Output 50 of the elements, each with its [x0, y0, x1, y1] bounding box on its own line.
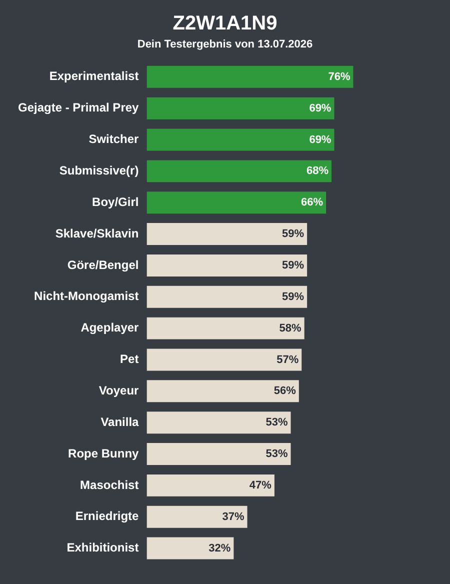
bar — [146, 286, 308, 308]
y-tick-label: Exhibitionist — [66, 540, 139, 555]
y-tick-label: Rope Bunny — [68, 446, 140, 460]
y-tick-label: Nicht-Monogamist — [34, 289, 139, 304]
y-tick-label: Switcher — [88, 132, 140, 146]
bar — [146, 66, 354, 88]
bar — [146, 412, 291, 434]
bar — [146, 223, 308, 246]
bar — [146, 506, 248, 528]
y-tick-label: Göre/Bengel — [67, 258, 139, 272]
bar — [146, 160, 332, 182]
data-label: 66% — [301, 196, 324, 209]
bar — [146, 97, 334, 120]
y-tick-label: Sklave/Sklavin — [55, 226, 139, 240]
y-tick-label: Boy/Girl — [92, 194, 139, 209]
data-label: 58% — [279, 322, 302, 334]
data-label: 76% — [328, 70, 350, 83]
y-tick-label: Pet — [120, 352, 139, 366]
bar — [146, 537, 234, 560]
bar — [146, 317, 304, 340]
data-label: 53% — [266, 416, 288, 429]
data-label: 37% — [222, 510, 244, 523]
chart-title: Z2W1A1N9 — [172, 12, 278, 35]
y-tick-label: Submissive(r) — [59, 164, 139, 178]
data-label: 69% — [309, 102, 332, 114]
bar — [146, 128, 334, 151]
bar — [146, 192, 326, 214]
data-label: 32% — [208, 542, 231, 554]
data-label: 59% — [282, 228, 304, 240]
y-tick-label: Ageplayer — [80, 320, 140, 335]
y-tick-label: Experimentalist — [49, 69, 139, 84]
data-label: 57% — [276, 354, 299, 366]
bar — [146, 474, 274, 496]
chart-subtitle: Dein Testergebnis von 13.07.2026 — [137, 38, 313, 51]
bar — [146, 254, 308, 276]
y-tick-label: Voyeur — [98, 383, 140, 398]
data-label: 59% — [282, 259, 304, 272]
bar — [146, 380, 299, 402]
y-tick-label: Gejagte - Primal Prey — [18, 100, 140, 115]
data-label: 56% — [274, 385, 296, 398]
data-label: 47% — [249, 479, 272, 492]
data-label: 59% — [282, 290, 304, 303]
bar — [146, 443, 291, 466]
y-tick-label: Erniedrigte — [75, 509, 140, 524]
data-label: 69% — [309, 134, 332, 146]
data-label: 53% — [266, 448, 288, 460]
y-tick-label: Vanilla — [100, 414, 140, 429]
bar — [146, 348, 302, 371]
data-label: 68% — [306, 165, 329, 178]
y-tick-label: Masochist — [80, 478, 139, 492]
